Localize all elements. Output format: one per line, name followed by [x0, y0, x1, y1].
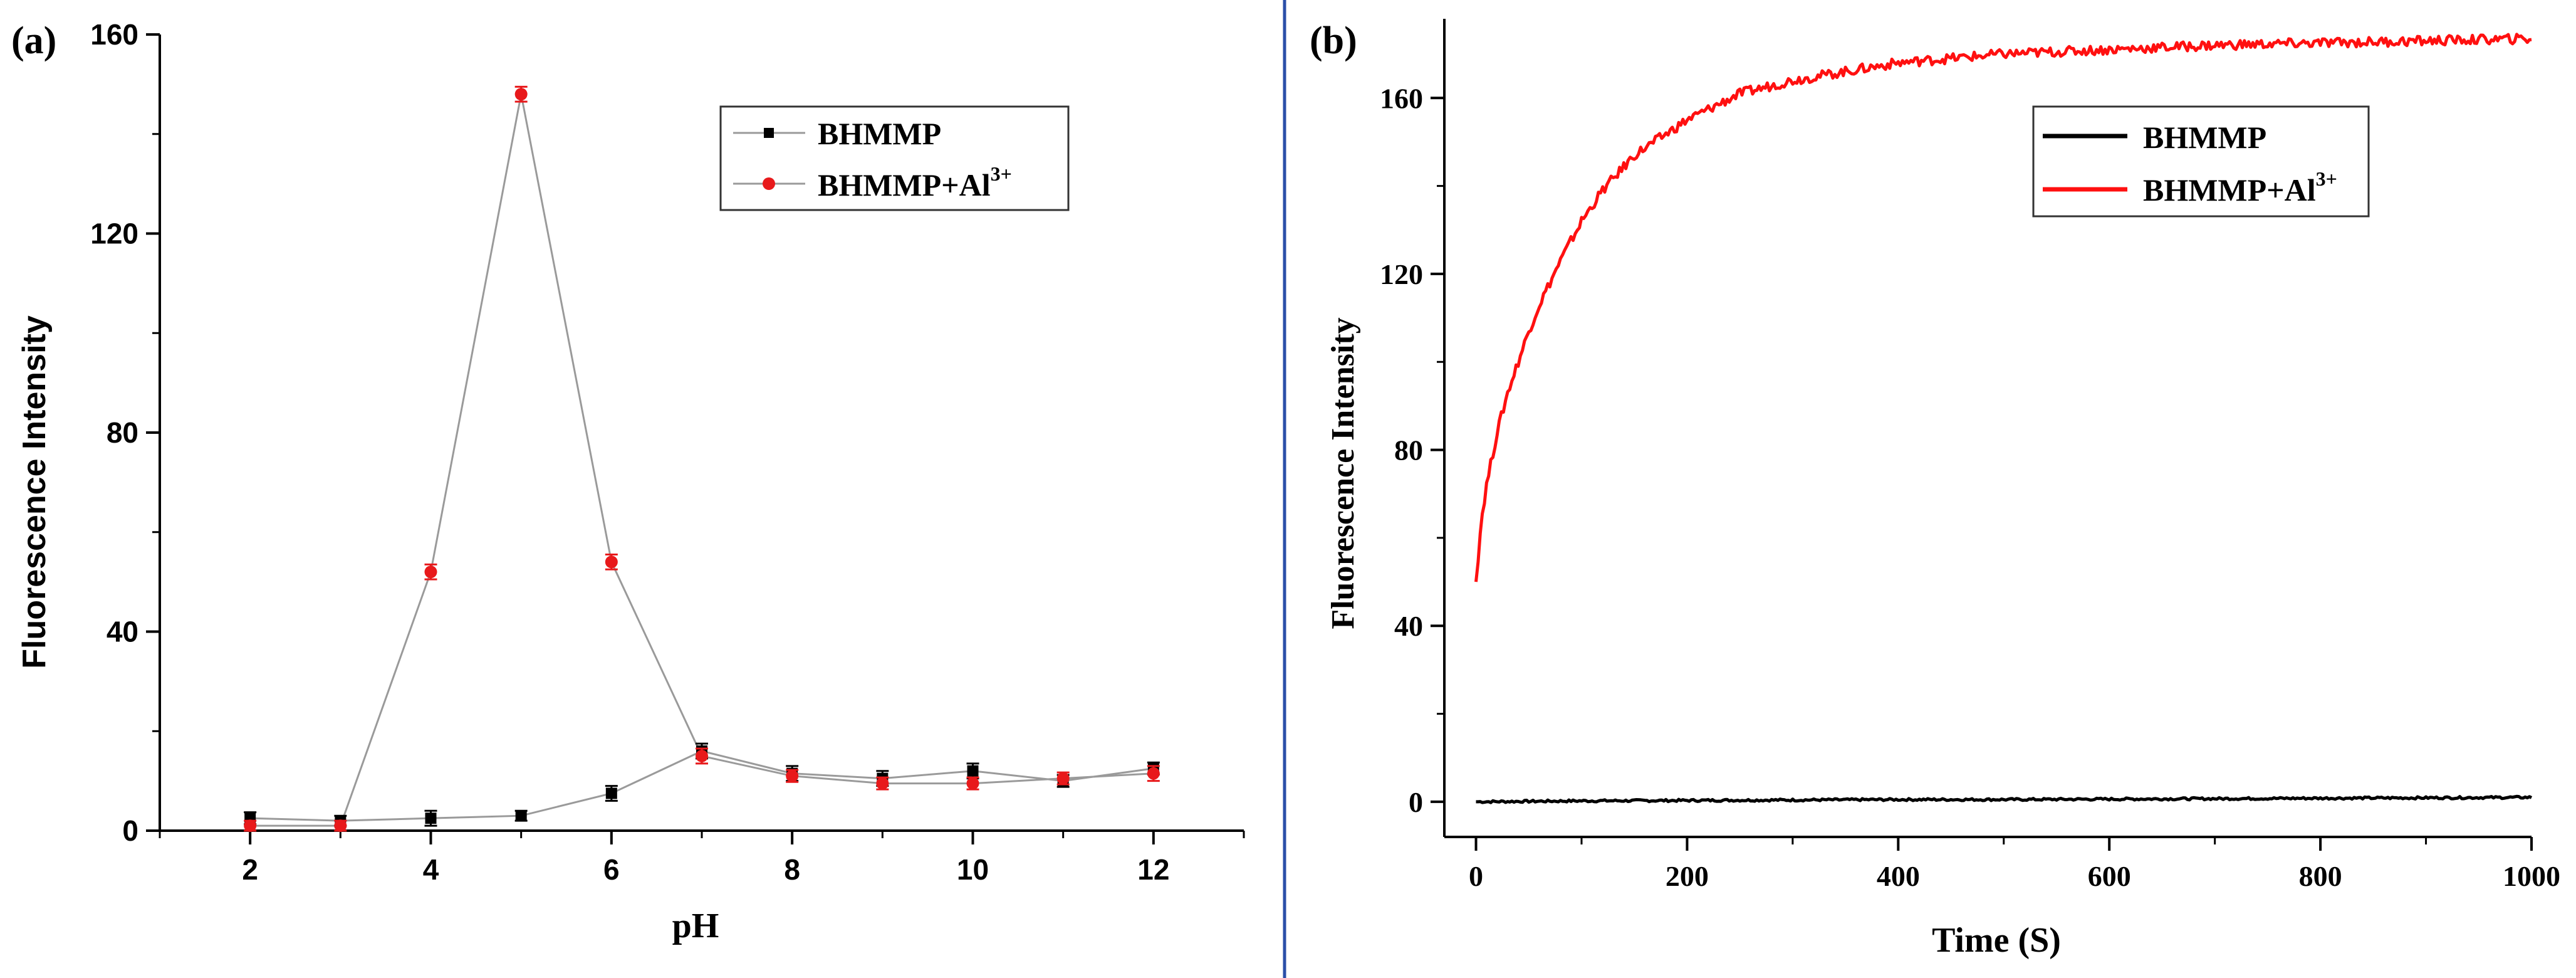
panel-b-y-tick-label: 80 — [1394, 434, 1423, 466]
panel-b-x-tick-label: 200 — [1666, 860, 1709, 892]
panel-b-y-tick-label: 40 — [1394, 610, 1423, 642]
panel-b-series — [1474, 33, 2533, 804]
panel-a-ticks: 0 40 80 120 160 2 4 6 8 10 12 — [90, 18, 1245, 886]
panel-a-y-tick-label: 0 — [122, 814, 138, 847]
panel-a-series — [244, 85, 1160, 833]
data-point-bhmmp — [605, 787, 617, 799]
panel-b-ticks: 0 40 80 120 160 0 200 400 600 800 1000 — [1380, 82, 2560, 892]
data-point-bhmmp — [425, 812, 437, 824]
panel-b-x-tick-label: 0 — [1469, 860, 1483, 892]
panel-b-y-tick-label: 120 — [1380, 258, 1423, 290]
panel-a-x-tick-label: 6 — [603, 853, 620, 886]
panel-b-axes — [1443, 19, 2532, 838]
panel-a-label: (a) — [11, 19, 56, 62]
panel-a-axes — [159, 34, 1244, 832]
legend-a-label-bhmmp-al: BHMMP+Al3+ — [818, 162, 1012, 202]
legend-b-label-bhmmp-al-base: BHMMP+Al — [2143, 172, 2316, 208]
data-point-bhmmp-al — [605, 555, 618, 569]
panel-b-x-tick-label: 400 — [1877, 860, 1920, 892]
data-point-bhmmp-al — [1147, 767, 1160, 780]
data-point-bhmmp-al — [786, 769, 799, 782]
panel-b-legend: BHMMP BHMMP+Al3+ — [2032, 105, 2370, 218]
data-point-bhmmp — [967, 765, 979, 777]
panel-b-x-tick-label: 600 — [2088, 860, 2131, 892]
panel-b-y-axis-label: Fluorescence Intensity — [1325, 317, 1361, 629]
data-point-bhmmp-al — [334, 819, 347, 833]
legend-b-label-bhmmp: BHMMP — [2143, 120, 2266, 155]
data-point-bhmmp-al — [696, 749, 708, 762]
panel-b-y-tick-label: 0 — [1409, 786, 1423, 818]
series-line-bhmmp-al — [1474, 33, 2532, 582]
panel-a-y-axis-label: Fluorescence Intensity — [16, 315, 53, 669]
panel-a-y-tick-label: 80 — [107, 416, 138, 449]
legend-b-label-bhmmp-al-sup: 3+ — [2316, 167, 2337, 190]
data-point-bhmmp-al — [514, 88, 528, 101]
panel-a-y-tick-label: 40 — [107, 616, 138, 648]
panel-b-x-tick-label: 1000 — [2503, 860, 2560, 892]
panel-b-label: (b) — [1310, 19, 1357, 62]
data-point-bhmmp-al — [424, 565, 437, 579]
panel-b-legend-box — [2032, 105, 2370, 218]
panel-a-x-axis-label: pH — [672, 907, 719, 945]
data-point-bhmmp-al — [244, 819, 257, 833]
data-point-bhmmp-al — [1056, 772, 1070, 785]
panel-b-x-axis-label: Time (S) — [1932, 921, 2061, 960]
legend-a-label-bhmmp: BHMMP — [818, 116, 941, 151]
legend-a-marker-bhmmp — [764, 128, 774, 138]
panel-b-y-tick-label: 160 — [1380, 82, 1423, 114]
panel-a-legend: BHMMP BHMMP+Al3+ — [719, 105, 1070, 211]
panel-a-y-tick-label: 120 — [90, 218, 138, 250]
panel-a-x-tick-label: 10 — [957, 853, 989, 886]
panel-a-x-tick-label: 2 — [242, 853, 258, 886]
data-point-bhmmp-al — [966, 777, 979, 790]
panel-b-x-tick-label: 800 — [2299, 860, 2342, 892]
data-point-bhmmp-al — [876, 777, 889, 790]
panel-a-chart: (a) 0 40 80 120 160 2 4 6 8 10 12 pH Fluorescence … — [11, 18, 1245, 945]
panel-a-legend-box — [719, 105, 1070, 211]
panel-a-x-tick-label: 12 — [1137, 853, 1169, 886]
legend-a-marker-bhmmp-al — [763, 177, 775, 190]
series-line-bhmmp — [1476, 794, 2533, 804]
legend-a-label-bhmmp-al-base: BHMMP+Al — [818, 167, 991, 202]
panel-a-x-tick-label: 4 — [423, 853, 439, 886]
legend-b-label-bhmmp-al: BHMMP+Al3+ — [2143, 167, 2337, 208]
panel-a-x-tick-label: 8 — [784, 853, 800, 886]
legend-a-label-bhmmp-al-sup: 3+ — [991, 162, 1012, 185]
panel-a-y-tick-label: 160 — [90, 18, 138, 51]
data-point-bhmmp — [515, 810, 527, 822]
panel-b-chart: (b) 0 40 80 120 160 0 200 400 600 800 1000 Time (S… — [1310, 19, 2560, 960]
